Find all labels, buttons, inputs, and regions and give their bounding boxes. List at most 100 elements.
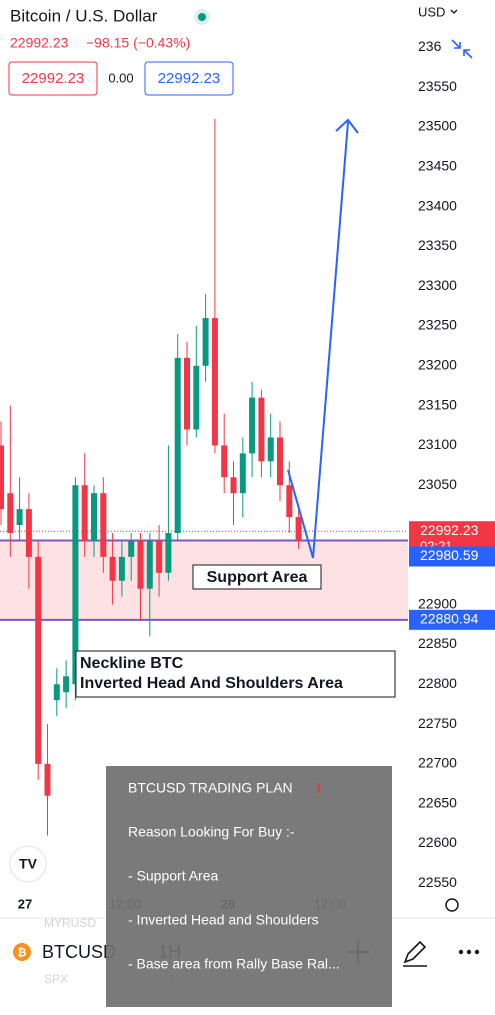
y-tick-label: 22600 <box>418 834 457 850</box>
price-label: 22980.59 <box>420 547 479 563</box>
y-tick-label: 23400 <box>418 197 457 213</box>
settings-icon[interactable] <box>445 898 459 912</box>
ask[interactable]: 22992.23 <box>158 70 221 87</box>
last-price: 22992.23 <box>10 35 69 51</box>
dot <box>474 949 480 955</box>
status-dot <box>198 13 206 21</box>
toolbar-symbol[interactable]: BTCUSD <box>42 942 116 962</box>
overlay-title: BTCUSD TRADING PLAN <box>128 780 293 796</box>
y-tick-label: 236 <box>418 38 442 54</box>
y-tick-label: 23150 <box>418 396 457 412</box>
btc-icon-text: ₿ <box>18 947 27 959</box>
y-tick-label: 22850 <box>418 635 457 651</box>
annotation: Neckline BTC <box>80 655 184 672</box>
spread: 0.00 <box>108 70 133 85</box>
currency[interactable]: USD <box>418 4 445 19</box>
y-tick-label: 22700 <box>418 755 457 771</box>
candle-body <box>100 493 107 557</box>
candle-body <box>53 684 60 701</box>
ghost-symbol: SPX <box>44 972 68 986</box>
candle-body <box>118 556 125 581</box>
y-tick-label: 23300 <box>418 277 457 293</box>
x-tick-label: 27 <box>18 896 32 911</box>
candle-body <box>16 509 23 526</box>
candle-body <box>211 318 218 446</box>
collapse-button[interactable] <box>447 34 477 64</box>
overlay-line: - Inverted Head and Shoulders <box>128 912 319 928</box>
annotation-box <box>75 650 396 698</box>
draw-icon[interactable] <box>403 940 427 967</box>
candle-body <box>25 509 32 557</box>
candle-body <box>91 493 97 541</box>
price-label-bg <box>409 609 495 630</box>
y-tick-label: 23250 <box>418 317 457 333</box>
y-tick-label: 22650 <box>418 794 457 810</box>
candle-body <box>277 437 283 486</box>
dot <box>458 949 464 955</box>
currency-caret <box>450 9 458 14</box>
candle-body <box>0 445 4 510</box>
candle-body <box>174 357 181 533</box>
overlay-line: Reason Looking For Buy :- <box>128 824 295 840</box>
candle-body <box>295 517 302 541</box>
candle-body <box>193 365 200 430</box>
overlay-panel <box>106 766 392 1007</box>
candle-body <box>230 477 237 494</box>
tv-logo <box>9 845 47 883</box>
candle-body <box>81 485 88 541</box>
candle-body <box>146 540 153 589</box>
candle-body <box>286 485 293 518</box>
price-label: 22992.23 <box>420 522 479 538</box>
overlay-line: - Base area from Rally Base Ral... <box>128 956 340 972</box>
y-tick-label: 22900 <box>418 595 457 611</box>
annotation-box <box>192 564 322 590</box>
candle-body <box>258 397 265 462</box>
candle-body <box>63 676 70 693</box>
btc-icon <box>13 943 31 961</box>
annotation: Support Area <box>207 569 308 586</box>
y-tick-label: 23550 <box>418 78 457 94</box>
candle-body <box>184 357 190 430</box>
bid[interactable]: 22992.23 <box>22 70 85 87</box>
overlay-icon: ! <box>316 780 321 797</box>
dot <box>466 949 472 955</box>
y-tick-label: 23100 <box>418 436 457 452</box>
candle-body <box>137 540 144 589</box>
y-tick-label: 23200 <box>418 357 457 373</box>
price-label: 22880.94 <box>420 611 479 627</box>
ask-box[interactable] <box>144 61 234 96</box>
candle-body <box>72 485 79 685</box>
candle-body <box>202 318 209 366</box>
candle-body <box>156 540 163 573</box>
candle-body <box>221 445 228 478</box>
candle-body <box>267 437 274 462</box>
y-tick-label: 22800 <box>418 675 457 691</box>
y-tick-label: 23050 <box>418 476 457 492</box>
y-tick-label: 22550 <box>418 874 457 890</box>
more-icon[interactable] <box>458 949 480 955</box>
price-label-bg <box>409 546 495 567</box>
y-tick-label: 23500 <box>418 118 457 134</box>
candle-body <box>165 532 172 573</box>
candle-body <box>249 397 256 454</box>
candle-body <box>44 763 51 796</box>
ghost-symbol: MYRUSD <box>44 916 96 930</box>
candle-body <box>128 540 135 557</box>
bid-box[interactable] <box>8 61 98 96</box>
candle-body <box>109 556 116 581</box>
candle-body <box>239 453 246 494</box>
annotation: Inverted Head And Shoulders Area <box>80 675 343 692</box>
y-tick-label: 23450 <box>418 157 457 173</box>
collapse-icon <box>451 39 473 59</box>
candle-body <box>7 493 14 533</box>
overlay-line: - Support Area <box>128 868 218 884</box>
y-tick-label: 23350 <box>418 237 457 253</box>
symbol-title: Bitcoin / U.S. Dollar <box>10 6 158 25</box>
tv-logo-text: TV <box>19 856 38 872</box>
y-tick-label: 22750 <box>418 715 457 731</box>
candle-body <box>35 556 42 764</box>
projection-arrow <box>287 118 359 559</box>
price-change: −98.15 (−0.43%) <box>86 35 190 51</box>
